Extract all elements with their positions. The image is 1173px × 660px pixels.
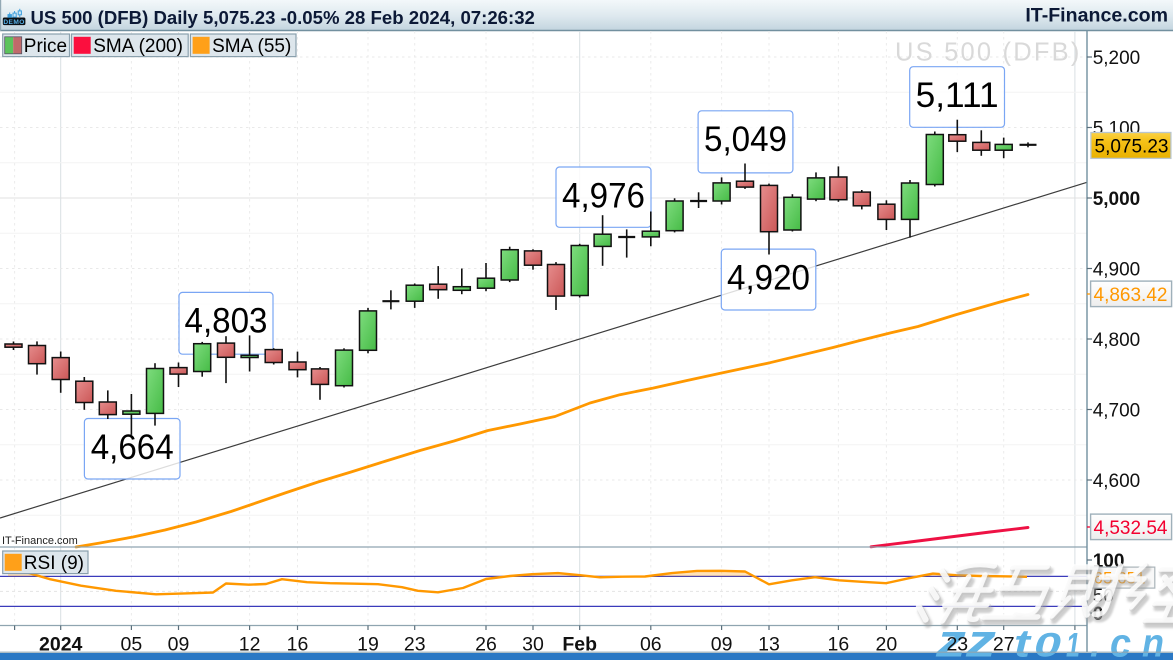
svg-text:US 500 (DFB): US 500 (DFB) bbox=[895, 39, 1082, 67]
svg-text:4,700: 4,700 bbox=[1093, 400, 1141, 421]
svg-text:n: n bbox=[1142, 622, 1164, 660]
svg-text:05: 05 bbox=[121, 634, 143, 656]
svg-text:1: 1 bbox=[1066, 627, 1080, 660]
svg-text:06: 06 bbox=[640, 634, 662, 656]
svg-text:IT-Finance.com: IT-Finance.com bbox=[2, 535, 78, 547]
svg-text:RSI (9): RSI (9) bbox=[24, 553, 84, 574]
svg-text:Price: Price bbox=[24, 36, 67, 57]
svg-text:20: 20 bbox=[876, 634, 898, 656]
svg-text:t: t bbox=[1014, 623, 1032, 660]
svg-text:23: 23 bbox=[404, 634, 426, 656]
svg-text:19: 19 bbox=[357, 634, 379, 656]
svg-text:4,863.42: 4,863.42 bbox=[1094, 285, 1168, 306]
svg-text:13: 13 bbox=[758, 634, 780, 656]
svg-text:5,075.23: 5,075.23 bbox=[1095, 136, 1169, 157]
svg-text:5,111: 5,111 bbox=[916, 75, 999, 115]
svg-text:23: 23 bbox=[946, 634, 968, 656]
svg-text:16: 16 bbox=[287, 634, 309, 656]
svg-text:US 500 (DFB) Daily 5,075.23 -0: US 500 (DFB) Daily 5,075.23 -0.05% 28 Fe… bbox=[31, 7, 535, 28]
svg-text:09: 09 bbox=[168, 634, 190, 656]
svg-text:4,920: 4,920 bbox=[727, 257, 810, 297]
svg-text:SMA (55): SMA (55) bbox=[212, 36, 291, 57]
svg-text:DEMO: DEMO bbox=[3, 19, 24, 26]
svg-text:16: 16 bbox=[828, 634, 850, 656]
svg-text:2024: 2024 bbox=[39, 634, 83, 656]
svg-text:5,200: 5,200 bbox=[1093, 48, 1141, 69]
svg-text:5,049: 5,049 bbox=[704, 119, 787, 159]
svg-text:27: 27 bbox=[993, 634, 1015, 656]
svg-text:12: 12 bbox=[239, 634, 261, 656]
svg-text:09: 09 bbox=[711, 634, 733, 656]
svg-text:0: 0 bbox=[1034, 627, 1061, 660]
svg-text:4,900: 4,900 bbox=[1093, 259, 1141, 280]
svg-text:4,532.54: 4,532.54 bbox=[1094, 518, 1168, 539]
svg-text:.: . bbox=[1090, 627, 1100, 660]
svg-text:4,800: 4,800 bbox=[1093, 330, 1141, 351]
svg-text:4,976: 4,976 bbox=[562, 175, 645, 215]
svg-text:c: c bbox=[1110, 622, 1131, 660]
svg-text:5,000: 5,000 bbox=[1093, 189, 1141, 210]
svg-text:4,803: 4,803 bbox=[185, 301, 268, 341]
svg-text:30: 30 bbox=[522, 634, 544, 656]
svg-text:Feb: Feb bbox=[562, 634, 597, 656]
svg-text:4,600: 4,600 bbox=[1093, 471, 1141, 492]
svg-text:IT-Finance.com: IT-Finance.com bbox=[1025, 5, 1168, 27]
svg-text:26: 26 bbox=[475, 634, 497, 656]
svg-text:SMA (200): SMA (200) bbox=[93, 36, 183, 57]
